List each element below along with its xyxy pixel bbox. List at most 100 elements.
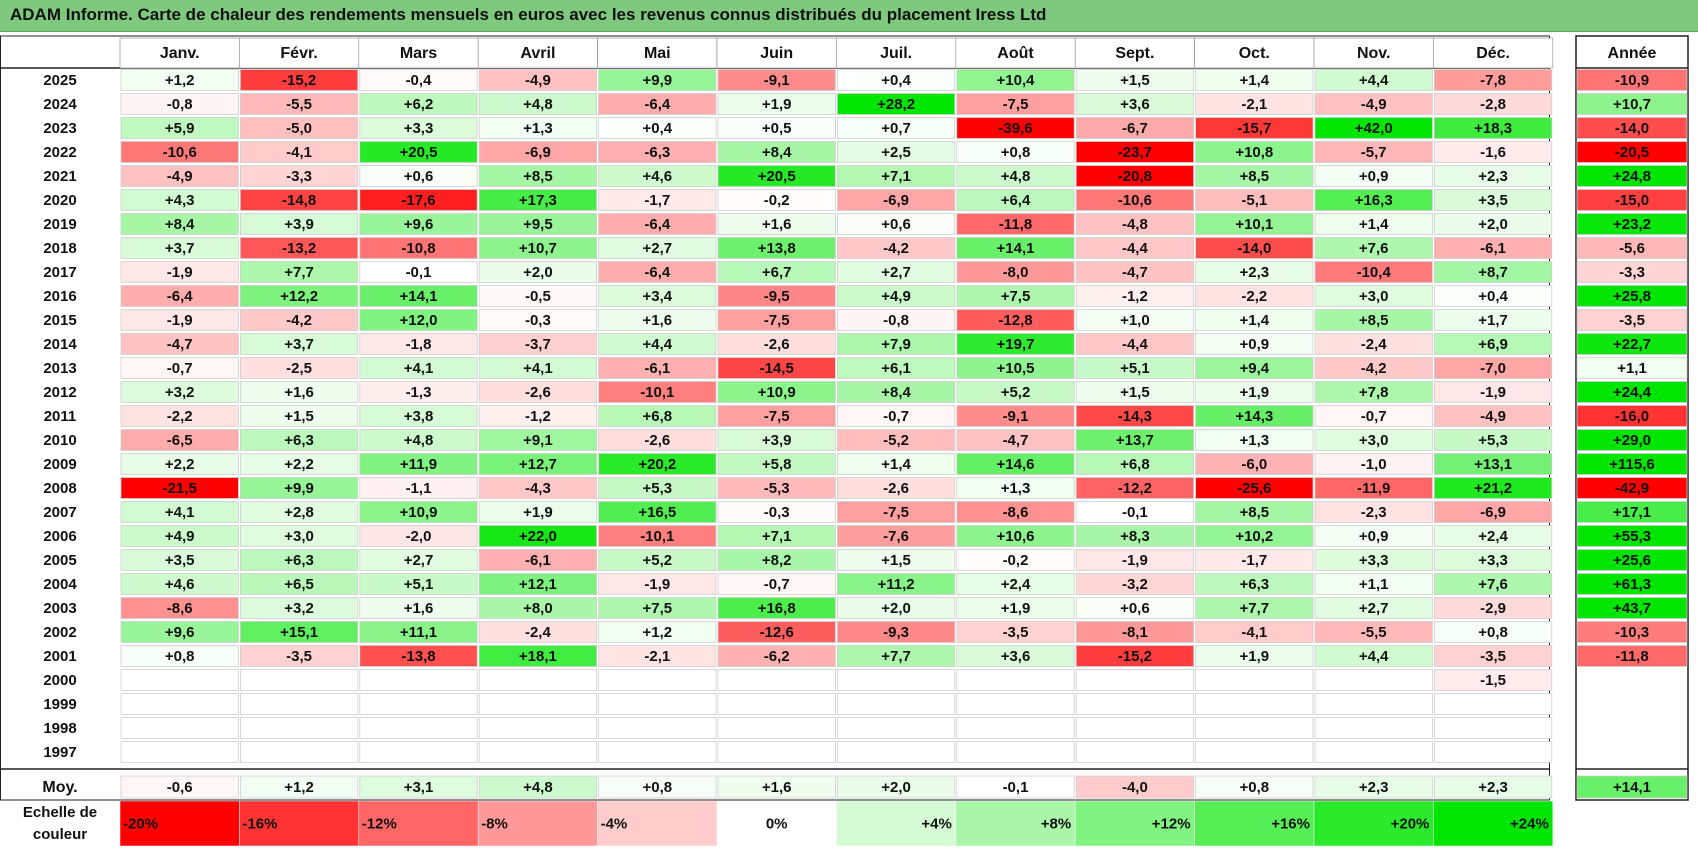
annual-cell: [1577, 693, 1687, 715]
heat-cell: [1075, 165, 1194, 187]
annual-cell: [1576, 309, 1688, 331]
heat-cell: [239, 741, 359, 763]
month-header-cell: [358, 37, 479, 69]
heat-cell-value: -4,7: [167, 336, 193, 353]
heat-cell: [1195, 117, 1314, 139]
year-label: 2016: [43, 288, 76, 305]
heat-cell-value: -0,2: [1003, 552, 1029, 569]
heat-cell-value: +8,5: [1239, 504, 1269, 521]
heat-cell: [1434, 93, 1553, 115]
heat-cell: [359, 69, 478, 91]
heat-cell-value: +11,1: [400, 624, 437, 641]
annual-cell: [1576, 597, 1688, 619]
heat-cell: [717, 93, 836, 115]
heat-cell-value: +5,1: [1120, 360, 1150, 377]
heat-cell: [1075, 717, 1194, 739]
heat-cell-value: +4,6: [165, 576, 195, 593]
heat-cell-value: -0,4: [406, 72, 433, 89]
month-header-label: Févr.: [280, 45, 317, 62]
heat-cell-value: +8,2: [762, 552, 792, 569]
heat-cell-value: +10,2: [1235, 528, 1273, 545]
heat-cell-value: +10,9: [758, 384, 796, 401]
heat-cell: [598, 357, 717, 379]
heat-cell-value: +14,6: [997, 456, 1035, 473]
heat-cell: [1434, 309, 1553, 331]
heat-cell: [717, 549, 836, 571]
average-cell-value: +3,1: [404, 779, 434, 796]
heat-cell: [1195, 621, 1314, 643]
heat-cell-value: +2,4: [1001, 576, 1031, 593]
year-label: 2022: [43, 144, 76, 161]
heat-cell: [1434, 597, 1553, 619]
average-label: Moy.: [42, 779, 77, 796]
heat-cell: [359, 501, 478, 523]
heat-cell: [1195, 429, 1314, 451]
annual-cell-value: +25,6: [1613, 552, 1651, 569]
month-header-cell: [1313, 37, 1434, 69]
heat-cell: [598, 741, 717, 763]
heat-cell: [478, 717, 598, 739]
heat-cell-value: -6,9: [883, 192, 909, 209]
heat-cell-value: +10,6: [997, 528, 1035, 545]
heat-cell: [1195, 717, 1314, 739]
heat-cell-value: -8,1: [1122, 624, 1148, 641]
heat-cell-value: -2,1: [644, 648, 670, 665]
year-label: 2017: [43, 264, 76, 281]
heat-cell: [717, 213, 836, 235]
heat-cell: [598, 261, 717, 283]
heat-cell: [598, 309, 717, 331]
heat-cell: [837, 669, 956, 691]
heat-cell-value: +6,3: [284, 432, 314, 449]
heat-cell-value: -5,7: [1361, 144, 1387, 161]
heat-cell: [1075, 741, 1194, 763]
annual-header-label: Année: [1608, 45, 1657, 62]
heat-cell-value: +3,3: [1359, 552, 1389, 569]
heat-cell: [239, 357, 359, 379]
heat-cell-value: +4,4: [642, 336, 672, 353]
heat-cell: [359, 189, 478, 211]
heat-cell-value: -9,5: [764, 288, 790, 305]
heat-cell: [120, 333, 239, 355]
heat-cell: [120, 525, 239, 547]
heat-cell-value: -9,1: [764, 72, 790, 89]
annual-cell: [1576, 645, 1688, 667]
heat-cell-value: -14,5: [760, 360, 794, 377]
heat-cell-value: +9,9: [642, 72, 672, 89]
heat-cell: [1434, 429, 1553, 451]
heat-cell-value: +7,7: [881, 648, 911, 665]
heat-cell-value: -0,7: [764, 576, 790, 593]
average-cell-value: +2,3: [1359, 779, 1389, 796]
heat-cell: [1195, 141, 1314, 163]
heat-cell-value: +4,8: [1001, 168, 1031, 185]
heat-cell-value: -2,6: [883, 480, 909, 497]
average-cell: [598, 775, 717, 799]
heat-cell: [598, 453, 717, 475]
heat-cell: [239, 333, 359, 355]
scale-swatch-label: -16%: [242, 815, 277, 832]
heat-cell-value: -6,9: [1480, 504, 1506, 521]
annual-cell: [1576, 429, 1688, 451]
average-cell: [1434, 775, 1553, 799]
annual-cell-value: +115,6: [1609, 456, 1654, 473]
heat-cell: [717, 141, 836, 163]
heat-cell-value: +8,3: [1120, 528, 1150, 545]
heat-cell-value: +7,1: [881, 168, 911, 185]
annual-cell-value: -3,3: [1619, 264, 1645, 281]
heat-cell: [1075, 261, 1194, 283]
heat-cell-value: +1,2: [165, 72, 195, 89]
heat-cell: [359, 93, 478, 115]
heat-cell: [239, 693, 359, 715]
heat-cell: [239, 261, 359, 283]
annual-average-cell: [1576, 775, 1688, 799]
heat-cell: [1314, 405, 1433, 427]
heat-cell: [717, 597, 836, 619]
month-header-cell: [597, 37, 718, 69]
scale-swatch: [716, 800, 837, 847]
heat-cell: [717, 165, 836, 187]
heat-cell: [1075, 69, 1194, 91]
heat-cell: [1314, 549, 1433, 571]
heat-cell: [359, 237, 478, 259]
heat-cell: [717, 621, 836, 643]
heat-cell-value: +11,2: [878, 576, 915, 593]
heat-cell: [717, 333, 836, 355]
